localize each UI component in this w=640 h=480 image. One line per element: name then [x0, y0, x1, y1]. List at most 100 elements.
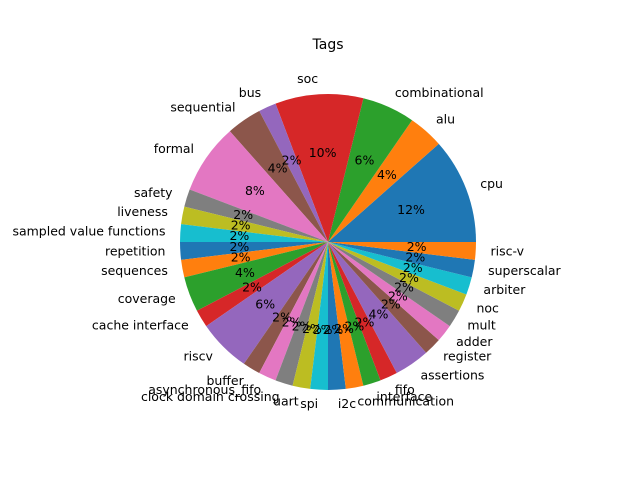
pct-label-safety: 2% [233, 207, 253, 222]
pct-label-buffer: 2% [272, 309, 292, 324]
pct-label-interface: 2% [344, 318, 364, 333]
pct-label-adder: 2% [388, 288, 408, 303]
slice-label-register: register [443, 349, 492, 364]
slice-label-sampled-value-functions: sampled value functions [12, 224, 165, 239]
pct-label-asynchronous-fifo: 2% [282, 314, 302, 329]
pct-label-riscv: 6% [255, 296, 275, 311]
slice-label-mult: mult [467, 318, 496, 333]
slice-label-buffer: buffer [206, 373, 244, 388]
pct-label-arbiter: 2% [403, 260, 423, 275]
pie-slice-fifo [328, 242, 397, 381]
slice-label-safety: safety [134, 185, 173, 200]
pie-slice-riscv [206, 242, 328, 364]
pct-label-liveness: 2% [231, 217, 251, 232]
pct-label-spi: 2% [313, 322, 333, 337]
slice-label-noc: noc [476, 300, 499, 315]
pie-slice-superscalar [328, 242, 475, 278]
pct-label-uart: 2% [302, 321, 322, 336]
pct-label-sequential: 4% [268, 160, 288, 175]
pie-slice-repetition [180, 242, 328, 260]
slice-label-interface: interface [376, 389, 432, 404]
pct-label-assertions: 4% [369, 307, 389, 322]
pie-slice-sequential [229, 110, 328, 242]
pct-label-superscalar: 2% [405, 250, 425, 265]
slice-label-adder: adder [456, 334, 493, 349]
pct-label-clock-domain-crossing: 2% [292, 318, 312, 333]
chart-title: Tags [312, 37, 344, 53]
slice-label-sequences: sequences [101, 263, 168, 278]
pct-label-formal: 8% [245, 183, 265, 198]
pct-label-cpu: 12% [397, 202, 425, 217]
slice-label-formal: formal [154, 141, 194, 156]
pct-label-alu: 4% [377, 167, 397, 182]
pct-label-soc: 10% [309, 145, 337, 160]
pct-label-coverage: 4% [235, 265, 255, 280]
slice-label-soc: soc [297, 71, 318, 86]
pie-slice-adder [328, 242, 450, 341]
pct-label-cache-interface: 2% [242, 279, 262, 294]
slice-label-cpu: cpu [480, 176, 503, 191]
pie-labels: cpu 12% alu 4% combinational 6% soc 10% bus 2% seq… [12, 71, 561, 411]
slice-label-alu: alu [436, 112, 455, 127]
slice-label-asynchronous-fifo: asynchronous_fifo [148, 382, 261, 397]
pct-label-combinational: 6% [355, 153, 375, 168]
pie-slice-asynchronous-fifo [259, 242, 328, 381]
pie-slice-interface [328, 242, 381, 386]
pie-slice-risc-v [328, 242, 476, 260]
pie-slice-sequences [181, 242, 328, 278]
pie-slice-arbiter [328, 242, 472, 295]
pie-slice-noc [328, 242, 467, 311]
pie-slice-combinational [328, 98, 413, 242]
pie-slice-sampled-value-functions [180, 224, 328, 242]
pct-label-bus: 2% [282, 153, 302, 168]
pct-label-i2c: 2% [323, 322, 343, 337]
pct-label-repetition: 2% [229, 239, 249, 254]
slice-label-i2c: i2c [338, 396, 356, 411]
pct-label-fifo: 2% [355, 314, 375, 329]
pie-slice-safety [184, 189, 328, 242]
pct-label-communication: 2% [334, 321, 354, 336]
pie-slice-cache-interface [196, 242, 328, 327]
pie-slice-cpu [328, 143, 476, 242]
pct-label-sampled-value-functions: 2% [229, 228, 249, 243]
pie-slice-spi [310, 242, 328, 390]
pie-slice-soc [275, 94, 364, 242]
pie-slice-i2c [328, 242, 346, 390]
slice-label-clock-domain-crossing: clock domain crossing [141, 389, 280, 404]
slice-label-combinational: combinational [395, 85, 484, 100]
pct-label-sequences: 2% [231, 250, 251, 265]
pie-slice-alu [328, 120, 439, 242]
slice-label-superscalar: superscalar [488, 263, 561, 278]
pie-slice-register [328, 242, 439, 353]
slice-label-uart: uart [273, 394, 299, 409]
pie-slice-coverage [184, 242, 328, 311]
pie-slice-liveness [181, 206, 328, 242]
slice-label-communication: communication [357, 394, 454, 409]
pie-slice-clock-domain-crossing [275, 242, 328, 386]
pie-slice-mult [328, 242, 460, 327]
slice-label-sequential: sequential [170, 100, 235, 115]
slice-label-bus: bus [239, 85, 261, 100]
pct-label-register: 2% [381, 296, 401, 311]
pct-label-risc-v: 2% [407, 239, 427, 254]
pie-slice-communication [328, 242, 364, 389]
slice-label-risc-v: risc-v [491, 243, 525, 258]
slice-label-assertions: assertions [420, 367, 484, 382]
pie-slice-buffer [243, 242, 328, 374]
slice-label-arbiter: arbiter [483, 282, 526, 297]
slice-label-liveness: liveness [117, 204, 168, 219]
slice-label-cache-interface: cache interface [92, 318, 189, 333]
pie-slice-bus [259, 103, 328, 242]
pie-slice-uart [292, 242, 328, 389]
slice-label-spi: spi [300, 396, 318, 411]
slice-label-riscv: riscv [183, 349, 213, 364]
slice-label-fifo: fifo [395, 382, 415, 397]
slice-label-repetition: repetition [105, 243, 166, 258]
pct-label-noc: 2% [399, 270, 419, 285]
pie-slices [180, 94, 476, 390]
pie-slice-formal [189, 131, 328, 242]
pct-label-mult: 2% [394, 279, 414, 294]
slice-label-coverage: coverage [118, 291, 176, 306]
